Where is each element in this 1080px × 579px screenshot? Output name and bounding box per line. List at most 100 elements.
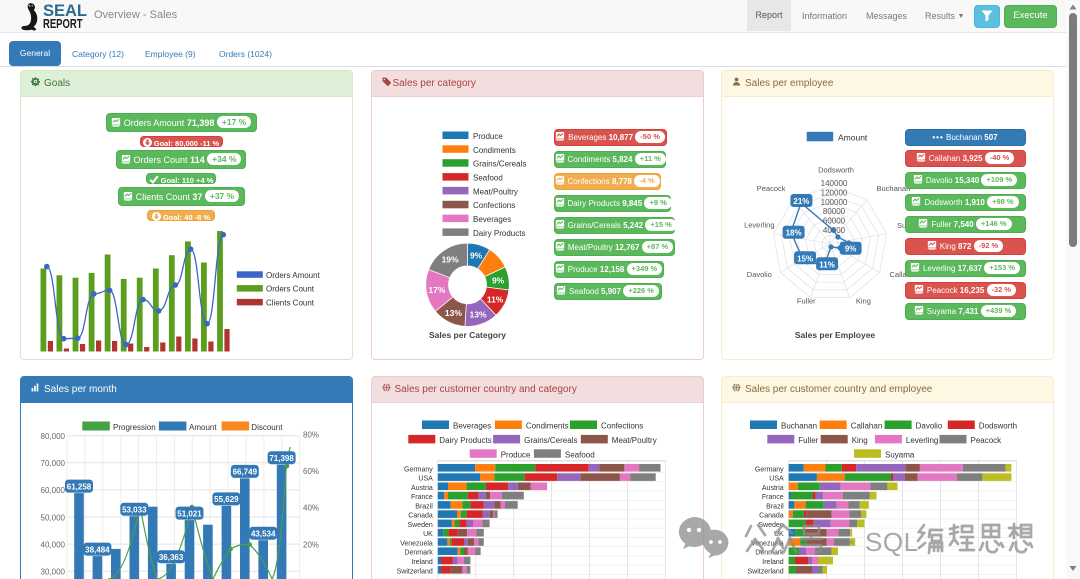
svg-text:18%: 18% xyxy=(786,229,802,238)
svg-text:60%: 60% xyxy=(303,467,319,476)
svg-text:36,363: 36,363 xyxy=(159,553,184,562)
svg-text:Switzerland: Switzerland xyxy=(397,568,433,575)
svg-text:Leverling: Leverling xyxy=(744,221,774,230)
svg-text:Meat/Poultry: Meat/Poultry xyxy=(473,187,518,196)
svg-text:France: France xyxy=(762,494,784,501)
svg-text:80000: 80000 xyxy=(823,207,846,216)
svg-text:80%: 80% xyxy=(303,431,319,440)
svg-text:Canada: Canada xyxy=(408,513,433,520)
svg-text:Clients Count: Clients Count xyxy=(266,298,315,307)
svg-text:Fuller: Fuller xyxy=(798,436,818,445)
svg-text:SQL: SQL xyxy=(865,527,919,557)
svg-text:53,033: 53,033 xyxy=(122,506,147,515)
svg-text:Seafood: Seafood xyxy=(473,174,503,183)
svg-text:100000: 100000 xyxy=(821,198,848,207)
svg-text:Buchanan: Buchanan xyxy=(781,422,817,431)
svg-text:Davolio: Davolio xyxy=(916,422,943,431)
svg-text:70,000: 70,000 xyxy=(41,459,66,468)
svg-text:Denmark: Denmark xyxy=(755,550,784,557)
svg-text:9%: 9% xyxy=(492,276,505,286)
svg-text:Peacock: Peacock xyxy=(757,184,786,193)
svg-text:Dairy Products: Dairy Products xyxy=(473,229,525,238)
svg-text:Buchanan: Buchanan xyxy=(877,184,911,193)
svg-text:9%: 9% xyxy=(470,251,483,261)
svg-text:King: King xyxy=(852,436,868,445)
svg-text:71,398: 71,398 xyxy=(269,454,294,463)
svg-text:61,258: 61,258 xyxy=(67,482,92,491)
svg-text:·: · xyxy=(847,527,855,555)
svg-text:Amount: Amount xyxy=(189,423,217,432)
svg-text:Sweden: Sweden xyxy=(408,522,433,529)
svg-text:Suyama: Suyama xyxy=(885,450,915,459)
svg-text:Venezuela: Venezuela xyxy=(751,541,784,548)
svg-text:UK: UK xyxy=(774,531,784,538)
svg-text:13%: 13% xyxy=(469,310,486,320)
svg-text:Ireland: Ireland xyxy=(411,559,433,566)
svg-text:43,534: 43,534 xyxy=(251,530,276,539)
svg-text:UK: UK xyxy=(423,531,433,538)
svg-text:Switzerland: Switzerland xyxy=(748,568,784,575)
svg-text:Davolio: Davolio xyxy=(747,270,772,279)
svg-text:30,000: 30,000 xyxy=(41,568,66,577)
svg-text:Meat/Poultry: Meat/Poultry xyxy=(612,436,657,445)
svg-text:Leverling: Leverling xyxy=(906,436,938,445)
svg-text:Denmark: Denmark xyxy=(404,550,433,557)
svg-text:USA: USA xyxy=(769,476,784,483)
svg-text:Austria: Austria xyxy=(762,485,784,492)
svg-text:9%: 9% xyxy=(845,245,857,254)
svg-text:40,000: 40,000 xyxy=(41,540,66,549)
svg-text:Confections: Confections xyxy=(473,201,515,210)
svg-text:51,021: 51,021 xyxy=(177,509,202,518)
svg-text:50,000: 50,000 xyxy=(41,513,66,522)
svg-text:Amount: Amount xyxy=(838,132,868,142)
svg-text:Produce: Produce xyxy=(473,132,503,141)
svg-text:11%: 11% xyxy=(487,294,504,304)
svg-text:15%: 15% xyxy=(797,254,813,263)
svg-text:120000: 120000 xyxy=(821,188,848,197)
svg-text:Dairy Products: Dairy Products xyxy=(439,436,491,445)
svg-text:Sweden: Sweden xyxy=(758,522,783,529)
svg-text:Callah: Callah xyxy=(890,270,911,279)
svg-text:Orders Count: Orders Count xyxy=(266,285,315,294)
svg-text:Grains/Cereals: Grains/Cereals xyxy=(473,160,526,169)
svg-text:13%: 13% xyxy=(445,308,462,318)
svg-text:Confections: Confections xyxy=(601,422,643,431)
svg-text:Canada: Canada xyxy=(759,513,784,520)
svg-text:20%: 20% xyxy=(303,540,319,549)
svg-text:France: France xyxy=(411,494,433,501)
svg-text:Produce: Produce xyxy=(501,450,531,459)
svg-text:Orders Amount: Orders Amount xyxy=(266,271,321,280)
svg-text:Sales per Category: Sales per Category xyxy=(429,330,506,340)
svg-text:80,000: 80,000 xyxy=(41,432,66,441)
svg-text:19%: 19% xyxy=(442,255,459,265)
svg-text:Grains/Cereals: Grains/Cereals xyxy=(524,436,577,445)
svg-text:King: King xyxy=(856,297,871,306)
svg-text:21%: 21% xyxy=(793,197,809,206)
svg-text:17%: 17% xyxy=(428,285,445,295)
svg-text:Seafood: Seafood xyxy=(565,450,595,459)
svg-text:60,000: 60,000 xyxy=(41,486,66,495)
svg-text:Germany: Germany xyxy=(755,466,784,473)
svg-text:Progression: Progression xyxy=(113,423,156,432)
svg-text:Germany: Germany xyxy=(404,466,433,473)
svg-text:Peacock: Peacock xyxy=(971,436,1003,445)
svg-text:Beverages: Beverages xyxy=(473,215,511,224)
svg-text:40%: 40% xyxy=(303,504,319,513)
svg-text:140000: 140000 xyxy=(821,179,848,188)
svg-text:Beverages: Beverages xyxy=(453,422,491,431)
svg-text:Sales per Employee: Sales per Employee xyxy=(795,330,876,340)
svg-text:Dodsworth: Dodsworth xyxy=(979,422,1017,431)
svg-text:38,484: 38,484 xyxy=(85,545,110,554)
svg-text:11%: 11% xyxy=(819,260,835,269)
svg-text:60000: 60000 xyxy=(823,217,846,226)
svg-text:Brazil: Brazil xyxy=(415,503,433,510)
svg-text:Condiments: Condiments xyxy=(473,146,516,155)
svg-text:Fuller: Fuller xyxy=(797,297,816,306)
svg-text:Su: Su xyxy=(897,221,906,230)
svg-text:Ireland: Ireland xyxy=(762,559,784,566)
svg-text:USA: USA xyxy=(418,476,433,483)
svg-text:Dodsworth: Dodsworth xyxy=(818,166,854,175)
svg-text:Brazil: Brazil xyxy=(766,503,784,510)
svg-text:Discount: Discount xyxy=(251,423,283,432)
svg-text:Austria: Austria xyxy=(411,485,433,492)
